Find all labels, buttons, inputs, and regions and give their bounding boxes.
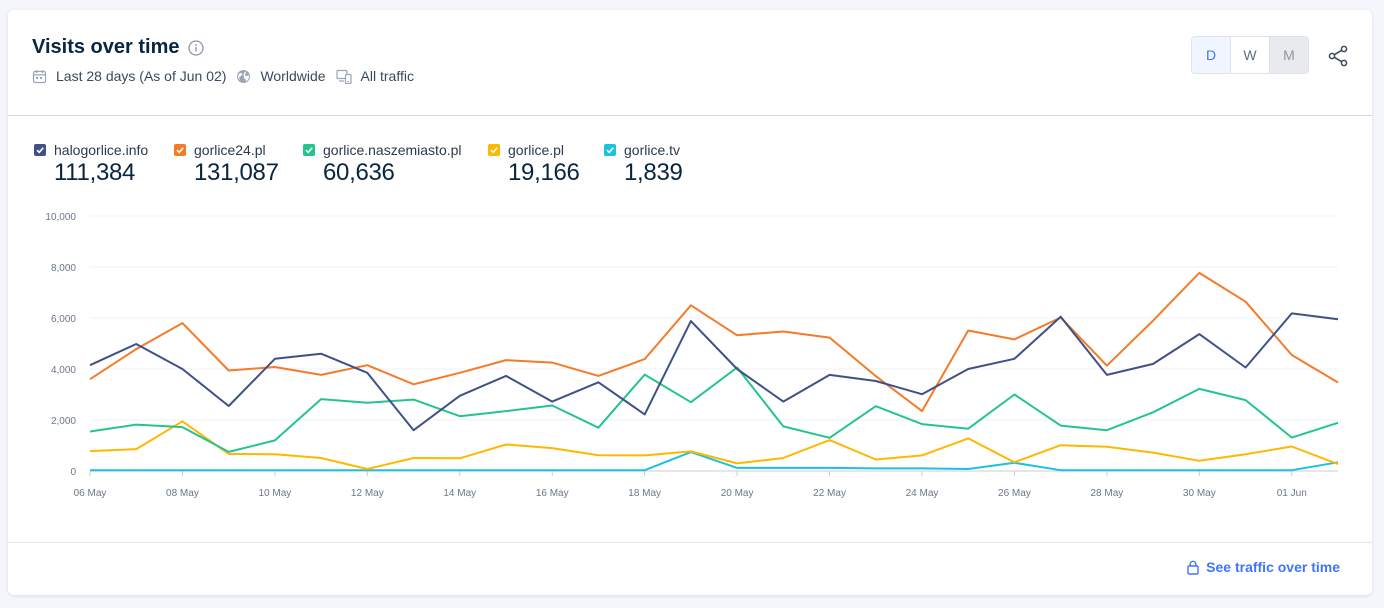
footer-link-label: See traffic over time xyxy=(1206,559,1340,575)
legend-site-name: gorlice.tv xyxy=(624,142,681,158)
visits-line-chart: 0 2,000 4,000 6,000 8,000 10,000 06 May 08 May 1… xyxy=(45,212,1339,499)
x-tick-label: 26 May xyxy=(998,488,1031,499)
y-tick-label: 10,000 xyxy=(45,212,76,223)
x-tick-label: 18 May xyxy=(628,488,661,499)
legend-site-name: halogorlice.info xyxy=(54,142,149,158)
x-tick-label: 12 May xyxy=(351,488,384,499)
legend-item[interactable]: gorlice.pl 19,166 xyxy=(488,142,580,187)
checkbox-checked-icon[interactable] xyxy=(34,144,46,156)
legend-site-name: gorlice24.pl xyxy=(194,142,266,158)
x-tick-label: 20 May xyxy=(721,488,754,499)
lock-icon xyxy=(1187,560,1199,575)
legend-header: gorlice.tv xyxy=(604,142,683,158)
legend-item[interactable]: gorlice24.pl 131,087 xyxy=(174,142,279,187)
calendar-icon xyxy=(32,69,47,83)
widget-title: Visits over time xyxy=(32,36,180,58)
y-tick-label: 8,000 xyxy=(51,263,76,274)
x-tick-label: 06 May xyxy=(74,488,107,499)
legend-item[interactable]: gorlice.naszemiasto.pl 60,636 xyxy=(303,142,462,187)
x-tick-label: 30 May xyxy=(1183,488,1216,499)
series-line-gorlice-naszemiasto-pl xyxy=(89,366,1339,453)
y-tick-label: 4,000 xyxy=(51,365,76,376)
x-tick-label: 14 May xyxy=(443,488,476,499)
x-tick-label: 08 May xyxy=(166,488,199,499)
legend-header: gorlice.naszemiasto.pl xyxy=(303,142,462,158)
info-icon[interactable] xyxy=(188,39,205,56)
visits-over-time-card: Visits over time Last 28 days (As of Jun… xyxy=(8,10,1372,595)
legend-total-visits: 131,087 xyxy=(194,159,279,186)
series-line-halogorlice-info xyxy=(89,312,1339,432)
granularity-option-m[interactable]: M xyxy=(1270,37,1308,73)
y-tick-label: 6,000 xyxy=(51,314,76,325)
checkbox-checked-icon[interactable] xyxy=(174,144,186,156)
legend-total-visits: 1,839 xyxy=(624,159,683,186)
x-tick-label: 28 May xyxy=(1090,488,1123,499)
share-icon[interactable] xyxy=(1326,44,1350,68)
period-label: Last 28 days (As of Jun 02) xyxy=(56,68,227,84)
granularity-option-w[interactable]: W xyxy=(1231,37,1270,73)
granularity-option-d[interactable]: D xyxy=(1192,37,1231,73)
traffic-filter: All traffic xyxy=(335,68,414,84)
legend-total-visits: 111,384 xyxy=(54,159,136,186)
y-tick-label: 2,000 xyxy=(51,416,76,427)
region-filter: Worldwide xyxy=(236,68,326,84)
x-tick-label: 24 May xyxy=(906,488,939,499)
x-tick-label: 10 May xyxy=(258,488,291,499)
legend-total-visits: 60,636 xyxy=(323,159,395,186)
legend-site-name: gorlice.pl xyxy=(508,142,565,158)
legend-header: gorlice24.pl xyxy=(174,142,279,158)
traffic-label: All traffic xyxy=(360,68,414,84)
checkbox-checked-icon[interactable] xyxy=(303,144,315,156)
legend-site-name: gorlice.naszemiasto.pl xyxy=(323,142,462,158)
legend-item[interactable]: gorlice.tv 1,839 xyxy=(604,142,683,187)
title-row: Visits over time xyxy=(32,36,205,59)
header-divider xyxy=(8,115,1372,116)
y-tick-label: 0 xyxy=(70,467,76,478)
x-tick-label: 01 Jun xyxy=(1277,488,1307,499)
footer-divider xyxy=(8,542,1372,543)
globe-icon xyxy=(237,69,251,83)
legend-header: halogorlice.info xyxy=(34,142,148,158)
legend-total-visits: 19,166 xyxy=(508,159,580,186)
period-filter: Last 28 days (As of Jun 02) xyxy=(32,68,226,84)
checkbox-checked-icon[interactable] xyxy=(604,144,616,156)
series-line-gorlice24-pl xyxy=(89,271,1339,413)
checkbox-checked-icon[interactable] xyxy=(488,144,500,156)
meta-row: Last 28 days (As of Jun 02) Worldwide Al… xyxy=(32,68,424,84)
see-traffic-over-time-link[interactable]: See traffic over time xyxy=(1187,559,1340,575)
x-tick-label: 22 May xyxy=(813,488,846,499)
x-tick-label: 16 May xyxy=(536,488,569,499)
region-label: Worldwide xyxy=(260,68,326,84)
legend-item[interactable]: halogorlice.info 111,384 xyxy=(34,142,148,187)
devices-icon xyxy=(335,69,352,84)
series-line-gorlice-pl xyxy=(89,420,1339,470)
legend-header: gorlice.pl xyxy=(488,142,580,158)
series-line-gorlice-tv xyxy=(90,451,1339,472)
